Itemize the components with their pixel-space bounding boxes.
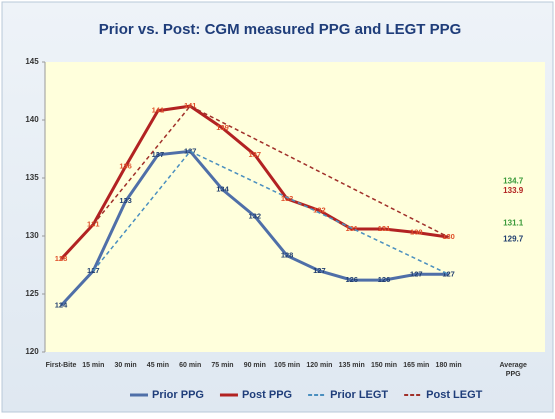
data-label: 137 xyxy=(249,150,262,159)
chart-title: Prior vs. Post: CGM measured PPG and LEG… xyxy=(99,21,462,38)
average-label: 131.1 xyxy=(503,218,524,227)
x-tick-label: First-Bite xyxy=(46,362,77,369)
legend-label: Post PPG xyxy=(242,389,292,401)
x-tick-label: 60 min xyxy=(179,362,201,369)
data-label: 127 xyxy=(313,266,326,275)
data-label: 141 xyxy=(184,101,197,110)
data-label: 136 xyxy=(119,161,132,170)
x-tick-label: 120 min xyxy=(306,362,332,369)
data-label: 127 xyxy=(442,269,455,278)
data-label: 126 xyxy=(378,275,391,284)
y-tick-label: 120 xyxy=(25,347,39,356)
data-label: 134 xyxy=(216,185,229,194)
x-tick-label: 45 min xyxy=(147,362,169,369)
data-label: 132 xyxy=(249,211,262,220)
y-tick-label: 145 xyxy=(25,57,39,66)
legend-label: Prior LEGT xyxy=(330,389,388,401)
data-label: 126 xyxy=(345,275,358,284)
data-label: 130 xyxy=(410,228,423,237)
series-line xyxy=(59,149,449,307)
x-tick-label: 180 min xyxy=(436,362,462,369)
x-tick-label: 150 min xyxy=(371,362,397,369)
data-label: 128 xyxy=(55,254,68,263)
data-label: 132 xyxy=(313,205,326,214)
series-line xyxy=(59,104,449,261)
average-label: 133.9 xyxy=(503,186,524,195)
x-tick-label: 135 min xyxy=(339,362,365,369)
y-tick-label: 125 xyxy=(25,289,39,298)
data-label: 133 xyxy=(281,194,294,203)
data-label: 124 xyxy=(55,301,68,310)
plot-area xyxy=(45,62,545,352)
y-tick-label: 140 xyxy=(25,115,39,124)
data-label: 139 xyxy=(216,123,229,132)
x-tick-label: 105 min xyxy=(274,362,300,369)
y-tick-label: 130 xyxy=(25,231,39,240)
series-line xyxy=(92,105,449,238)
x-tick-label: 15 min xyxy=(82,362,104,369)
legend-label: Post LEGT xyxy=(426,389,483,401)
legend-label: Prior PPG xyxy=(152,389,204,401)
data-label: 137 xyxy=(184,146,197,155)
data-label: 141 xyxy=(152,106,165,115)
x-tick-label: 165 min xyxy=(403,362,429,369)
x-tick-label: 30 min xyxy=(115,362,137,369)
y-tick-label: 135 xyxy=(25,173,39,182)
x-tick-label: Average PPG xyxy=(500,362,527,378)
data-label: 127 xyxy=(410,269,423,278)
x-tick-label: 75 min xyxy=(211,362,233,369)
data-label: 137 xyxy=(152,150,165,159)
series-line xyxy=(92,150,449,275)
x-tick-label: 90 min xyxy=(244,362,266,369)
average-label: 134.7 xyxy=(503,177,524,186)
data-label: 128 xyxy=(281,251,294,260)
data-label: 131 xyxy=(378,224,391,233)
data-label: 133 xyxy=(119,196,132,205)
average-label: 129.7 xyxy=(503,235,524,244)
